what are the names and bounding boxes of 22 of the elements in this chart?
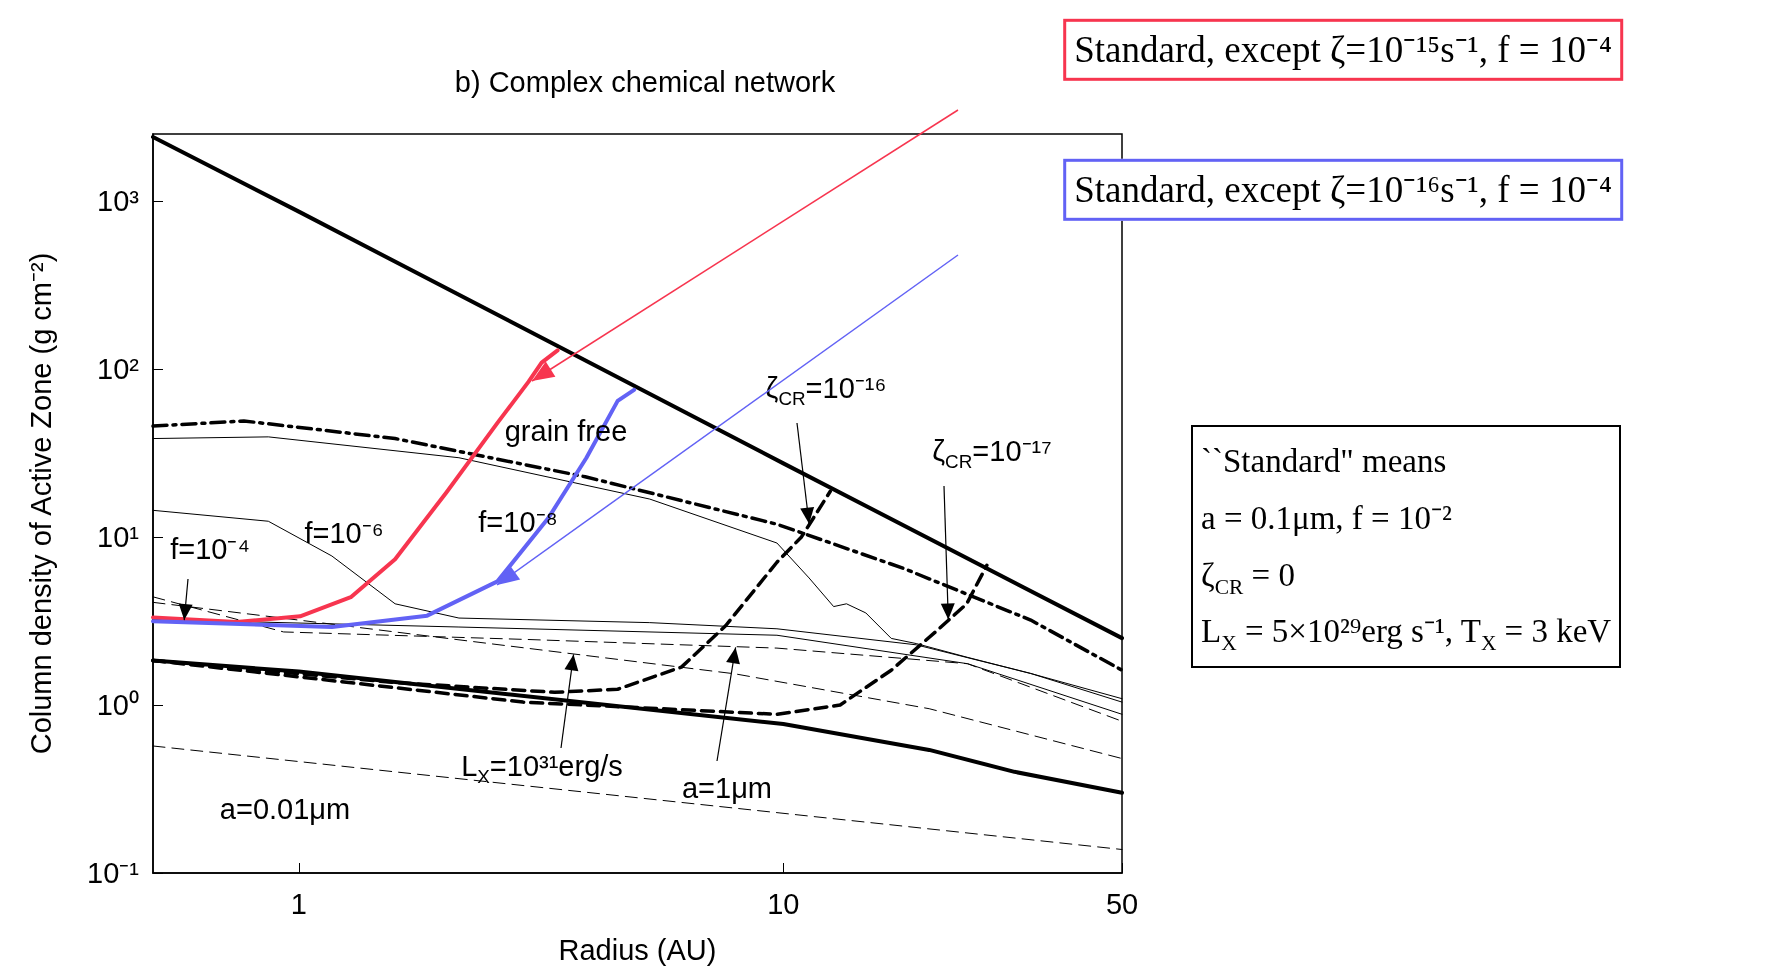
- x-tick-label: 10: [767, 887, 800, 920]
- chart-title: b) Complex chemical network: [454, 65, 836, 98]
- x-axis-title: Radius (AU): [558, 933, 717, 966]
- x-tick-label: 50: [1105, 887, 1139, 920]
- text: a = 0.1μm, f = 10⁻²: [1201, 498, 1453, 538]
- x-tick-label: 1: [290, 887, 307, 920]
- y-tick-label: 10²: [97, 352, 140, 385]
- y-tick-label: 10¹: [97, 520, 140, 553]
- annotation: Standard, except ζ=10⁻¹⁶s⁻¹, f = 10⁻⁴: [1063, 158, 1623, 222]
- annotation: f=10⁻⁴: [170, 533, 250, 566]
- text: ``Standard" means: [1201, 442, 1448, 481]
- y-tick-label: 10⁰: [96, 688, 139, 721]
- annotation: f=10⁻⁶: [304, 517, 384, 550]
- y-tick-label: 10³: [97, 184, 140, 217]
- text: Standard, except ζ=10⁻¹⁵s⁻¹, f = 10⁻⁴: [1063, 18, 1623, 82]
- text: L$_{X}$ = 5×10²⁹erg s⁻¹, T$_{X}$ = 3 keV: [1201, 612, 1612, 657]
- annotation: ζ$_{CR}$=10⁻¹⁷: [932, 435, 1052, 472]
- text: ζ$_{CR}$ = 0: [1201, 555, 1296, 601]
- annotation: a=0.01μm: [219, 793, 351, 826]
- y-axis-title: Column density of Active Zone (g cm⁻²): [24, 252, 57, 755]
- y-tick-label: 10⁻¹: [87, 857, 140, 889]
- annotation: a=1μm: [681, 772, 773, 805]
